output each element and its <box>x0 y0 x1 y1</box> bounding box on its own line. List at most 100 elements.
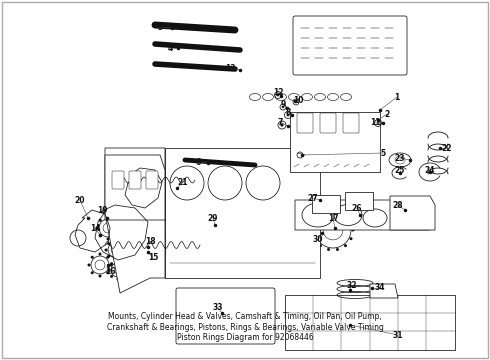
Circle shape <box>117 165 120 168</box>
Circle shape <box>154 206 157 209</box>
Circle shape <box>114 239 117 243</box>
Circle shape <box>143 174 146 176</box>
Circle shape <box>136 236 139 239</box>
Circle shape <box>194 329 196 332</box>
Circle shape <box>133 185 137 189</box>
Circle shape <box>213 321 216 324</box>
Text: 25: 25 <box>395 166 405 175</box>
FancyBboxPatch shape <box>146 171 158 189</box>
Circle shape <box>199 229 202 232</box>
Circle shape <box>191 186 194 189</box>
Circle shape <box>131 247 134 249</box>
Circle shape <box>147 258 150 261</box>
Circle shape <box>237 314 240 316</box>
Circle shape <box>344 213 347 216</box>
Text: 22: 22 <box>442 144 452 153</box>
Circle shape <box>249 304 252 307</box>
Circle shape <box>319 244 322 247</box>
Circle shape <box>142 165 145 168</box>
Polygon shape <box>370 284 398 298</box>
Circle shape <box>192 180 195 184</box>
Circle shape <box>249 323 252 326</box>
Text: Mounts, Cylinder Head & Valves, Camshaft & Timing, Oil Pan, Oil Pump,
Crankshaft: Mounts, Cylinder Head & Valves, Camshaft… <box>106 312 384 342</box>
Circle shape <box>298 219 301 222</box>
Text: 19: 19 <box>97 206 107 215</box>
Circle shape <box>327 248 330 251</box>
Circle shape <box>244 323 246 326</box>
Circle shape <box>287 114 290 116</box>
Polygon shape <box>295 200 430 230</box>
Circle shape <box>147 226 150 229</box>
FancyBboxPatch shape <box>293 16 407 75</box>
Circle shape <box>125 269 128 271</box>
Circle shape <box>106 238 109 240</box>
Text: 20: 20 <box>75 195 85 204</box>
Circle shape <box>98 219 102 222</box>
Text: 17: 17 <box>328 213 338 222</box>
Circle shape <box>164 252 167 256</box>
Text: 5: 5 <box>380 149 386 158</box>
Text: 15: 15 <box>148 253 158 262</box>
Circle shape <box>189 175 192 178</box>
Circle shape <box>144 233 147 235</box>
Circle shape <box>256 314 260 316</box>
FancyBboxPatch shape <box>285 295 455 350</box>
Circle shape <box>186 304 189 307</box>
Circle shape <box>178 186 181 189</box>
Circle shape <box>156 213 160 216</box>
Circle shape <box>239 319 242 322</box>
Circle shape <box>178 198 181 202</box>
Circle shape <box>220 301 222 304</box>
Circle shape <box>336 248 339 251</box>
Text: 32: 32 <box>347 280 357 289</box>
FancyBboxPatch shape <box>290 112 380 172</box>
Circle shape <box>133 187 136 190</box>
Circle shape <box>122 248 125 252</box>
Circle shape <box>178 175 181 178</box>
Text: 2: 2 <box>384 109 390 118</box>
Text: 14: 14 <box>90 224 100 233</box>
Circle shape <box>154 243 157 247</box>
Circle shape <box>114 219 117 222</box>
Circle shape <box>170 178 173 181</box>
Circle shape <box>123 275 126 278</box>
Circle shape <box>187 178 190 181</box>
Text: 26: 26 <box>352 203 362 212</box>
Circle shape <box>314 220 317 223</box>
Circle shape <box>117 182 120 185</box>
Circle shape <box>215 314 218 316</box>
Circle shape <box>216 235 219 238</box>
Circle shape <box>344 244 347 247</box>
Circle shape <box>109 264 113 266</box>
Circle shape <box>107 269 111 271</box>
Circle shape <box>194 298 196 301</box>
Circle shape <box>114 257 117 261</box>
Circle shape <box>124 160 127 163</box>
Circle shape <box>289 219 292 222</box>
Circle shape <box>140 258 143 261</box>
Text: 4: 4 <box>168 44 172 53</box>
Circle shape <box>306 223 309 226</box>
Circle shape <box>120 242 123 245</box>
Text: 27: 27 <box>308 194 319 202</box>
Circle shape <box>281 223 284 226</box>
Polygon shape <box>312 195 340 213</box>
Text: 30: 30 <box>313 235 323 244</box>
Circle shape <box>106 256 109 259</box>
Circle shape <box>312 247 315 250</box>
Circle shape <box>183 172 187 176</box>
Text: 11: 11 <box>370 117 380 126</box>
Circle shape <box>124 187 127 190</box>
Circle shape <box>175 180 178 184</box>
Circle shape <box>153 239 156 242</box>
Circle shape <box>151 251 154 254</box>
Circle shape <box>275 230 278 233</box>
Circle shape <box>140 201 143 204</box>
Circle shape <box>115 174 118 176</box>
Circle shape <box>314 239 317 242</box>
Circle shape <box>147 235 150 238</box>
Circle shape <box>167 186 170 189</box>
Circle shape <box>144 255 147 257</box>
Polygon shape <box>390 196 435 230</box>
Text: 24: 24 <box>425 166 435 175</box>
